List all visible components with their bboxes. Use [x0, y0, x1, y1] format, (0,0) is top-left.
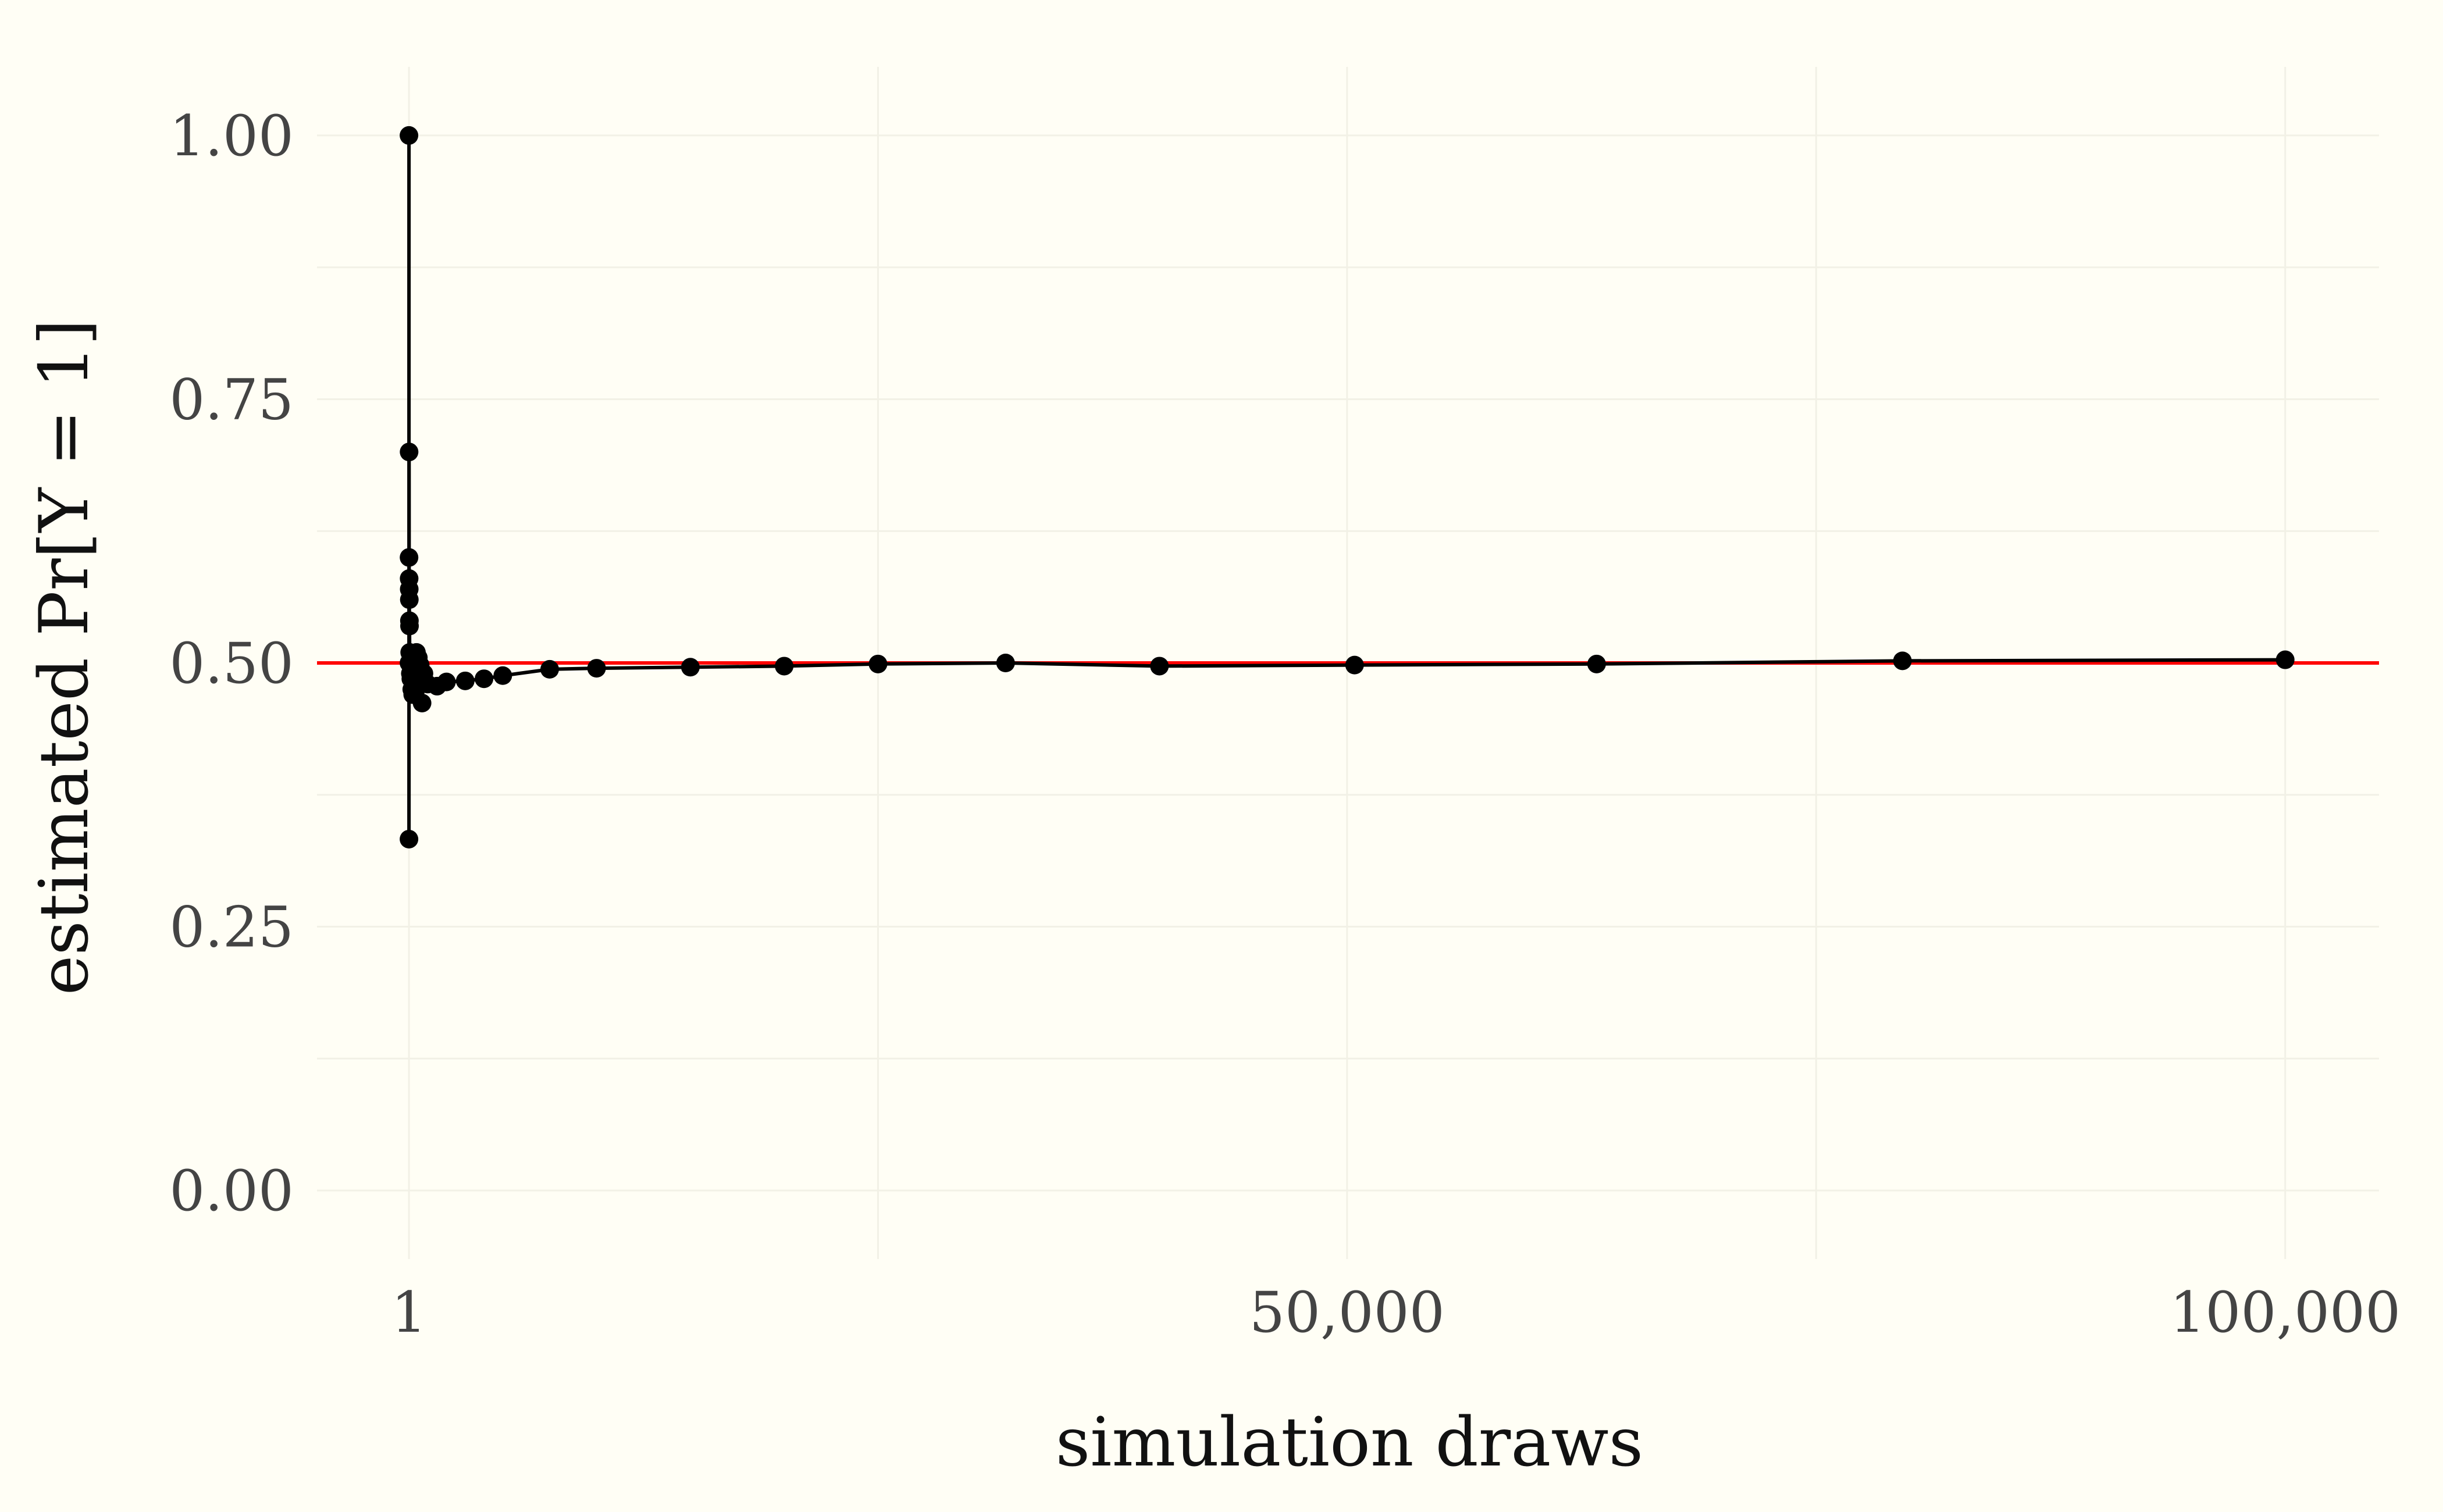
data-point-1 — [400, 829, 419, 848]
data-point-7 — [400, 590, 419, 609]
data-point-31 — [681, 658, 700, 677]
x-tick-label-0: 1 — [391, 1280, 427, 1345]
data-point-39 — [2275, 650, 2295, 669]
y-tick-label-3: 0.75 — [169, 367, 294, 432]
data-point-38 — [1893, 651, 1912, 671]
x-tick-labels: 1 50,000 100,000 — [391, 1280, 2401, 1345]
data-point-21 — [412, 693, 432, 712]
data-point-9 — [400, 616, 419, 636]
data-points-layer — [400, 126, 2295, 848]
data-point-25 — [437, 672, 456, 691]
data-point-30 — [587, 659, 606, 678]
data-point-27 — [475, 669, 494, 689]
y-tick-labels: 0.00 0.25 0.50 0.75 1.00 — [169, 104, 294, 1224]
y-tick-label-1: 0.25 — [169, 895, 294, 960]
y-tick-label-2: 0.50 — [169, 631, 294, 696]
x-tick-label-2: 100,000 — [2170, 1280, 2401, 1345]
data-point-0 — [400, 126, 419, 145]
data-point-3 — [400, 548, 419, 567]
data-point-28 — [493, 666, 512, 685]
data-point-36 — [1345, 655, 1364, 675]
data-point-33 — [868, 654, 888, 673]
x-tick-label-1: 50,000 — [1249, 1280, 1445, 1345]
data-point-35 — [1150, 657, 1169, 676]
y-axis-title: estimated Pr[Y = 1] — [25, 319, 104, 996]
y-tick-label-0: 0.00 — [169, 1158, 294, 1224]
data-point-4 — [400, 443, 419, 462]
data-point-32 — [775, 657, 794, 676]
x-axis-title: simulation draws — [1056, 1403, 1643, 1482]
data-point-29 — [540, 659, 559, 679]
y-tick-label-4: 1.00 — [169, 104, 294, 169]
data-point-37 — [1587, 654, 1606, 673]
data-point-26 — [455, 671, 475, 690]
data-point-34 — [996, 654, 1015, 672]
